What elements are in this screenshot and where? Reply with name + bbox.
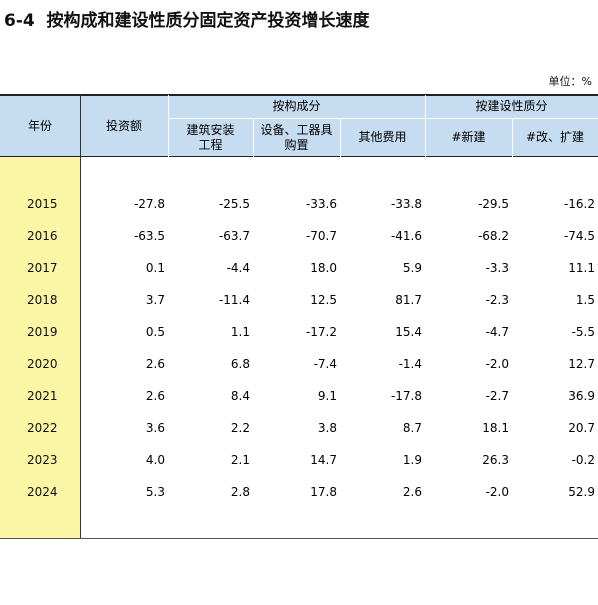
value-cell: -2.7: [485, 389, 509, 403]
value-cell: 9.1: [317, 389, 337, 403]
year-cell: 2017: [27, 261, 58, 275]
value-cell: -4.7: [485, 325, 509, 339]
value-cell: 4.0: [145, 453, 165, 467]
value-cell: 2.2: [230, 421, 250, 435]
year-cell: 2015: [27, 197, 58, 211]
value-cell: 12.5: [310, 293, 337, 307]
value-cell: 15.4: [395, 325, 422, 339]
value-cell: 5.3: [145, 485, 165, 499]
header-rule: [0, 156, 598, 157]
value-cell: 1.1: [230, 325, 250, 339]
column-header: #改、扩建: [512, 118, 598, 157]
header-divider: [168, 118, 598, 119]
top-rule: [0, 94, 598, 96]
column-header-text: #改、扩建: [525, 130, 585, 144]
value-cell: 0.5: [145, 325, 165, 339]
header-year: 年份: [27, 118, 52, 133]
value-cell: 17.8: [310, 485, 337, 499]
header-group: 按构成分: [272, 99, 321, 113]
value-cell: 11.1: [568, 261, 595, 275]
value-cell: -17.2: [305, 325, 337, 339]
year-divider: [80, 95, 81, 538]
column-header-text: 其他费用: [358, 130, 407, 144]
value-cell: 3.7: [145, 293, 165, 307]
value-cell: -33.8: [390, 197, 422, 211]
value-cell: 2.6: [145, 357, 165, 371]
value-cell: -17.8: [390, 389, 422, 403]
value-cell: -5.5: [571, 325, 595, 339]
value-cell: 1.9: [402, 453, 422, 467]
value-cell: -2.0: [485, 485, 509, 499]
header-total: 投资额: [105, 118, 142, 133]
value-cell: -4.4: [226, 261, 250, 275]
header-divider: [253, 118, 254, 157]
value-cell: -3.3: [485, 261, 509, 275]
value-cell: 6.8: [230, 357, 250, 371]
column-header-text: 设备、工器具购置: [260, 122, 333, 152]
year-column-bg: [0, 157, 80, 538]
value-cell: -7.4: [313, 357, 337, 371]
header-bg: [0, 95, 598, 157]
year-cell: 2023: [27, 453, 58, 467]
year-cell: 2024: [27, 485, 58, 499]
column-header-text: #新建: [451, 130, 486, 144]
value-cell: -2.3: [485, 293, 509, 307]
value-cell: -27.8: [133, 197, 165, 211]
value-cell: 8.7: [402, 421, 422, 435]
year-cell: 2018: [27, 293, 58, 307]
value-cell: 36.9: [568, 389, 595, 403]
value-cell: -33.6: [305, 197, 337, 211]
header-divider: [340, 118, 341, 157]
header-group: 按建设性质分: [475, 99, 548, 113]
value-cell: 2.8: [230, 485, 250, 499]
value-cell: 2.6: [402, 485, 422, 499]
header-divider: [425, 95, 426, 157]
value-cell: 12.7: [568, 357, 595, 371]
column-header: 设备、工器具购置: [253, 118, 340, 157]
value-cell: 0.1: [145, 261, 165, 275]
column-header-text: 建筑安装工程: [186, 122, 235, 152]
value-cell: 14.7: [310, 453, 337, 467]
value-cell: 2.1: [230, 453, 250, 467]
unit: 单位：%: [548, 75, 592, 88]
column-header: 建筑安装工程: [168, 118, 253, 157]
title: 6-4 按构成和建设性质分固定资产投资增长速度: [4, 11, 370, 31]
value-cell: -70.7: [305, 229, 337, 243]
value-cell: -63.7: [218, 229, 250, 243]
value-cell: 3.6: [145, 421, 165, 435]
value-cell: -29.5: [477, 197, 509, 211]
year-cell: 2020: [27, 357, 58, 371]
value-cell: 26.3: [482, 453, 509, 467]
value-cell: 3.8: [317, 421, 337, 435]
bottom-rule: [0, 538, 598, 539]
value-cell: 18.1: [482, 421, 509, 435]
year-cell: 2016: [27, 229, 58, 243]
value-cell: -11.4: [218, 293, 250, 307]
value-cell: -2.0: [485, 357, 509, 371]
value-cell: 20.7: [568, 421, 595, 435]
value-cell: -25.5: [218, 197, 250, 211]
value-cell: 52.9: [568, 485, 595, 499]
value-cell: 18.0: [310, 261, 337, 275]
year-cell: 2019: [27, 325, 58, 339]
value-cell: -1.4: [398, 357, 422, 371]
value-cell: -68.2: [477, 229, 509, 243]
value-cell: 8.4: [230, 389, 250, 403]
header-divider: [168, 95, 169, 157]
header-divider: [512, 118, 513, 157]
column-header: 其他费用: [340, 118, 425, 157]
value-cell: -0.2: [571, 453, 595, 467]
value-cell: 81.7: [395, 293, 422, 307]
value-cell: 1.5: [575, 293, 595, 307]
value-cell: -74.5: [563, 229, 595, 243]
year-cell: 2021: [27, 389, 58, 403]
year-cell: 2022: [27, 421, 58, 435]
value-cell: 5.9: [402, 261, 422, 275]
value-cell: -41.6: [390, 229, 422, 243]
value-cell: -63.5: [133, 229, 165, 243]
value-cell: -16.2: [563, 197, 595, 211]
value-cell: 2.6: [145, 389, 165, 403]
column-header: #新建: [425, 118, 512, 157]
